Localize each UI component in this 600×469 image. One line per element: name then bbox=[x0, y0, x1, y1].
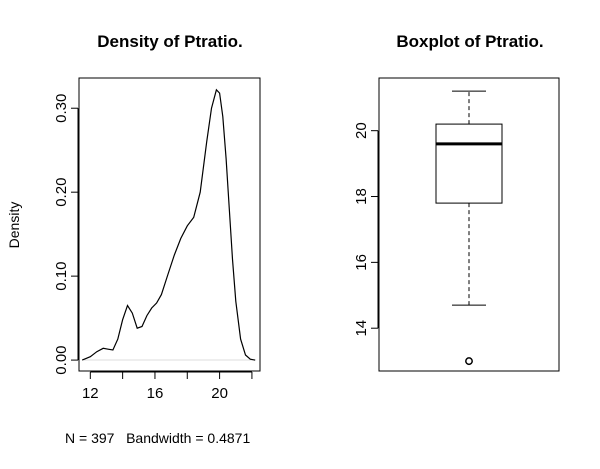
boxplot-marks bbox=[435, 90, 503, 366]
outlier-point bbox=[465, 357, 473, 366]
density-x-axis: 12 16 20 bbox=[82, 371, 253, 402]
density-panel: Density of Ptratio. 12 16 20 0.000.100.200… bbox=[6, 32, 261, 446]
boxplot-y-tick-label: 18 bbox=[353, 188, 370, 205]
density-plot-box bbox=[78, 77, 261, 372]
density-x-tick-label: 20 bbox=[211, 385, 228, 402]
density-y-axis: 0.00 0.10 0.20 0.30 bbox=[53, 94, 79, 375]
boxplot-panel: Boxplot of Ptratio. 14 16 18 20 bbox=[353, 32, 560, 372]
boxplot-y-tick-label: 14 bbox=[353, 320, 370, 337]
density-y-tick-label: 0.30 bbox=[53, 94, 70, 123]
boxplot-y-axis: 14 16 18 20 bbox=[353, 122, 379, 337]
boxplot-y-tick-label: 20 bbox=[353, 122, 370, 139]
boxplot-plot-box bbox=[378, 77, 560, 372]
density-y-tick-label: 0.20 bbox=[53, 178, 70, 207]
density-y-tick-label: 0.10 bbox=[53, 262, 70, 291]
boxplot-title: Boxplot of Ptratio. bbox=[396, 32, 543, 51]
density-y-tick-label: 0.00 bbox=[53, 345, 70, 374]
boxplot-y-tick-label: 16 bbox=[353, 254, 370, 271]
density-x-tick-label: 16 bbox=[147, 385, 164, 402]
density-curve bbox=[81, 88, 256, 361]
density-x-tick-label: 12 bbox=[82, 385, 99, 402]
interquartile-box bbox=[435, 123, 503, 204]
density-xlabel: N = 397 Bandwidth = 0.4871 bbox=[65, 430, 250, 446]
density-ylabel: Density bbox=[6, 202, 22, 249]
density-title: Density of Ptratio. bbox=[97, 32, 242, 51]
